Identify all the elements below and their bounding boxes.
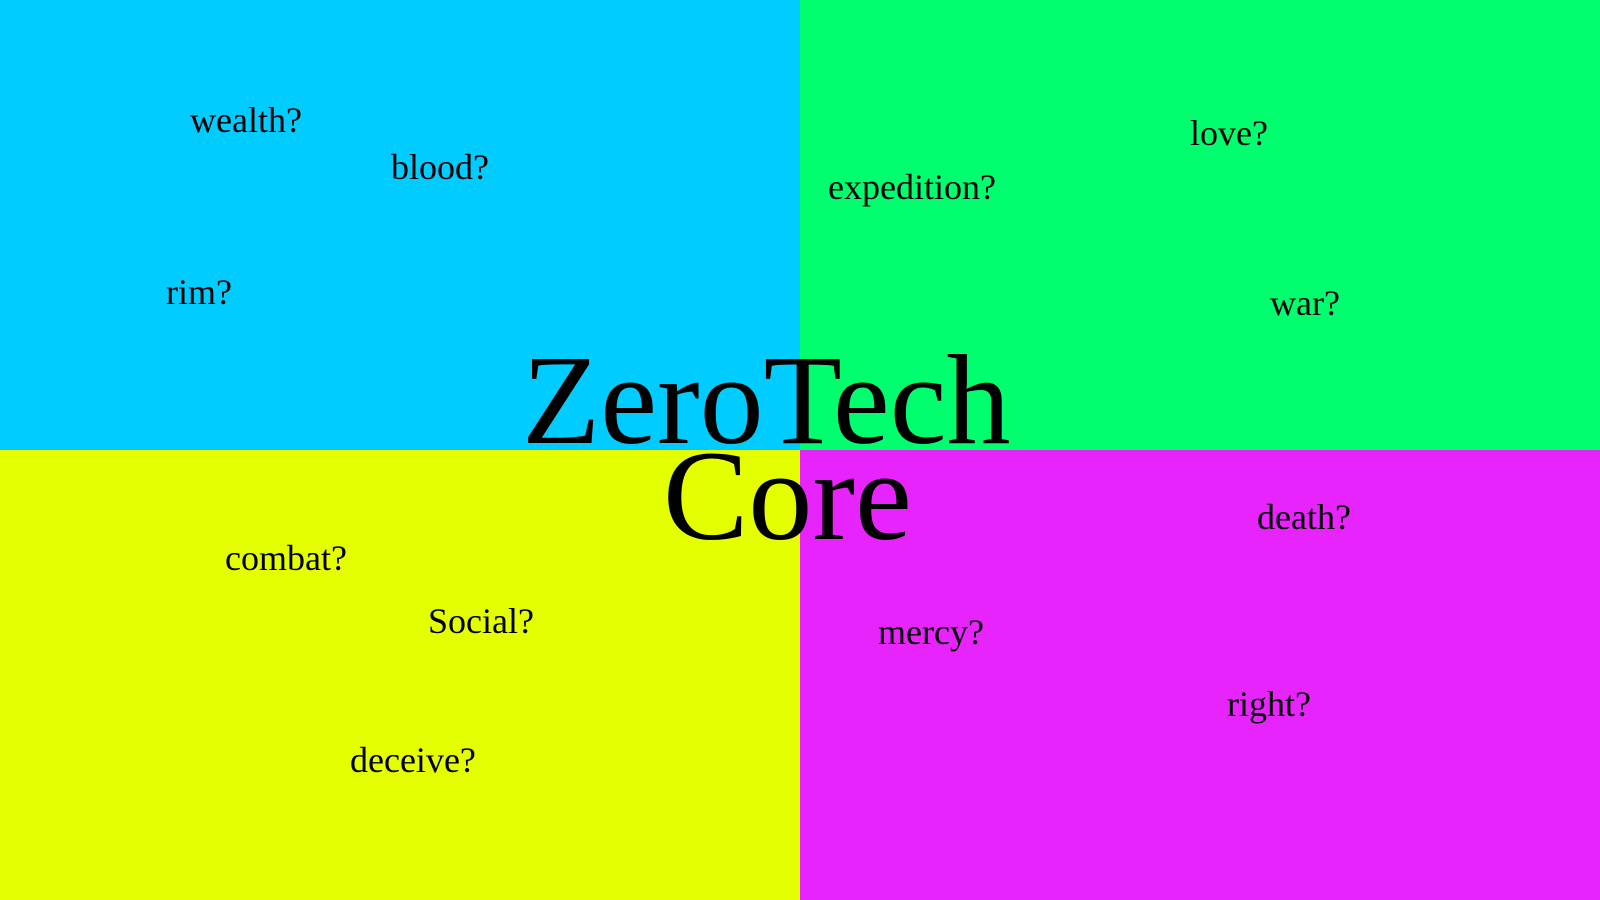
word-rim: rim? <box>166 272 232 312</box>
quadrant-top-right <box>800 0 1600 450</box>
word-combat: combat? <box>225 538 347 578</box>
quadrant-bottom-right <box>800 450 1600 900</box>
word-deceive: deceive? <box>350 740 476 780</box>
quadrant-bottom-left <box>0 450 800 900</box>
word-right: right? <box>1227 684 1311 724</box>
word-wealth: wealth? <box>190 100 302 140</box>
word-social: Social? <box>428 601 534 641</box>
title-line-2: Core <box>663 425 912 567</box>
word-love: love? <box>1190 113 1268 153</box>
quadrant-top-left <box>0 0 800 450</box>
word-mercy: mercy? <box>878 612 984 652</box>
word-blood: blood? <box>391 147 489 187</box>
title-line-1: ZeroTech <box>522 329 1011 471</box>
word-war: war? <box>1270 283 1340 323</box>
word-expedition: expedition? <box>828 167 996 207</box>
word-death: death? <box>1257 497 1351 537</box>
